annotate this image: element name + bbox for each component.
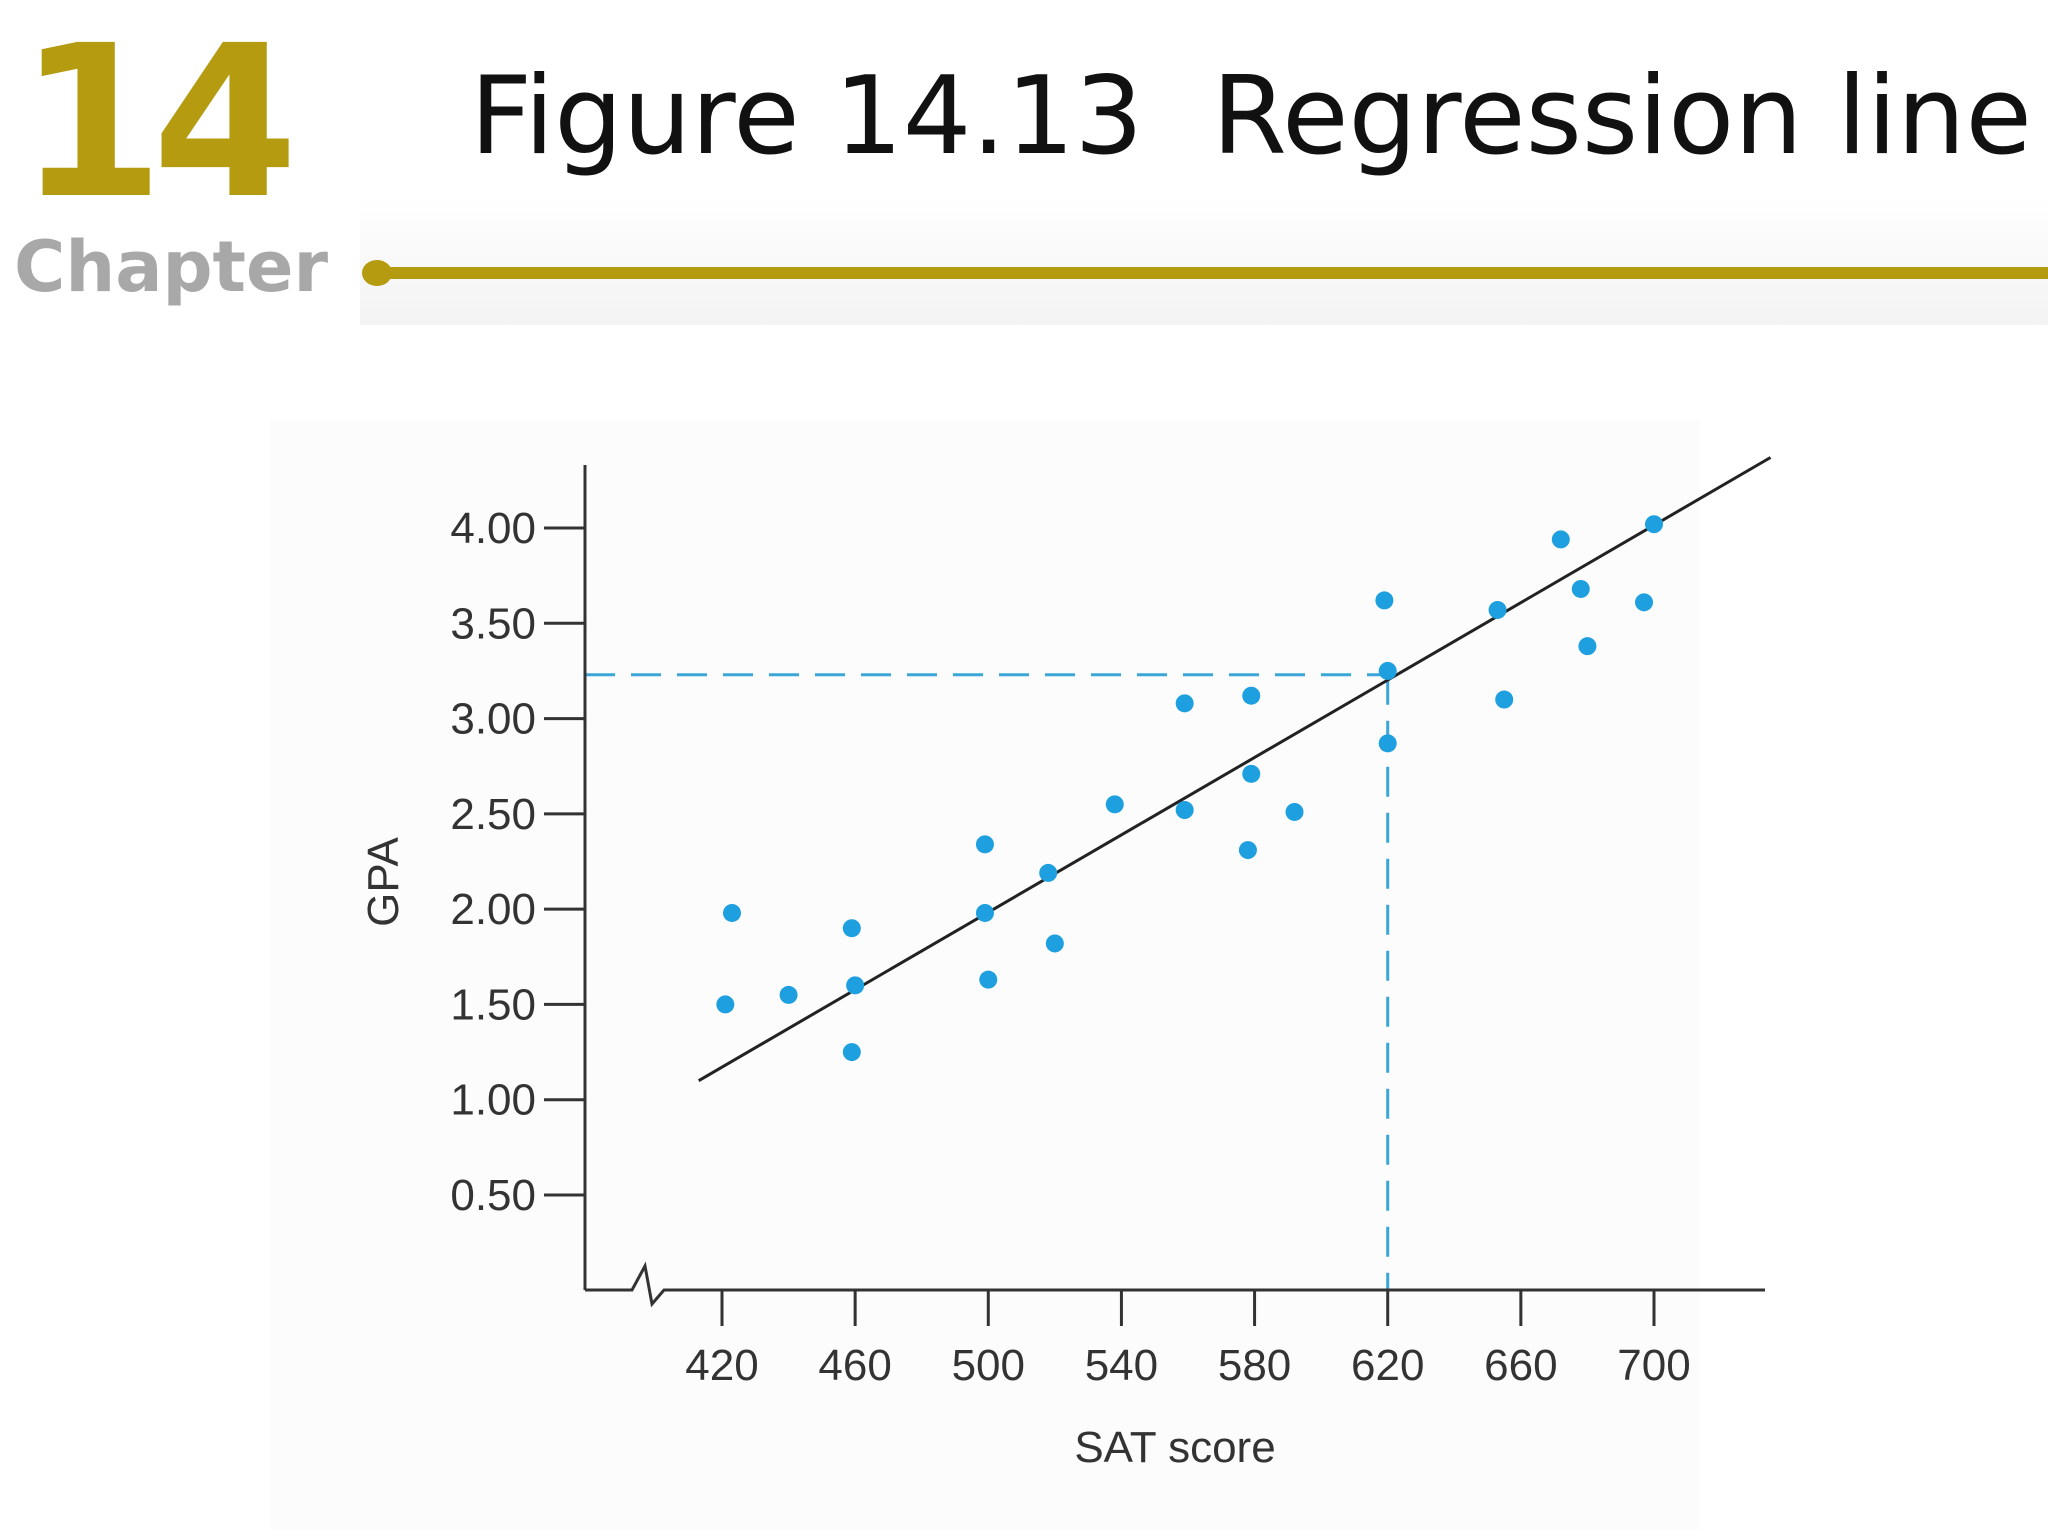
slide-title: Figure 14.13 Regression line: [470, 54, 2032, 179]
x-tick-label: 420: [685, 1341, 758, 1390]
title-rule-line: [380, 267, 2048, 279]
data-point: [1242, 686, 1261, 705]
data-point: [1045, 934, 1064, 953]
data-point: [1175, 801, 1194, 820]
data-point: [1551, 530, 1570, 549]
data-point: [1378, 734, 1397, 753]
data-point: [1375, 591, 1394, 610]
x-tick-label: 620: [1351, 1341, 1424, 1390]
data-point: [1488, 600, 1507, 619]
header-band: [360, 195, 2048, 325]
data-point: [1175, 694, 1194, 713]
x-axis-line: [585, 1261, 1765, 1308]
data-point: [1578, 637, 1597, 656]
x-axis-title: SAT score: [1074, 1423, 1275, 1472]
data-point: [846, 976, 865, 995]
data-point: [1495, 690, 1514, 709]
y-tick-label: 1.50: [450, 980, 536, 1029]
data-point: [975, 835, 994, 854]
x-tick-label: 540: [1085, 1341, 1158, 1390]
regression-line: [697, 456, 1772, 1082]
x-tick-label: 660: [1484, 1341, 1557, 1390]
x-tick-label: 580: [1218, 1341, 1291, 1390]
y-tick-label: 0.50: [450, 1171, 536, 1220]
data-point: [842, 919, 861, 938]
x-tick-label: 500: [952, 1341, 1025, 1390]
y-tick-label: 3.00: [450, 695, 536, 744]
y-axis-title: GPA: [359, 837, 408, 927]
data-point: [1039, 863, 1058, 882]
y-tick-label: 2.00: [450, 885, 536, 934]
data-point: [975, 903, 994, 922]
data-point: [1238, 841, 1257, 860]
data-point: [1378, 661, 1397, 680]
data-point: [979, 970, 998, 989]
data-point: [1635, 593, 1654, 612]
data-point: [1285, 802, 1304, 821]
data-point: [1242, 764, 1261, 783]
x-tick-label: 700: [1617, 1341, 1690, 1390]
data-point: [722, 903, 741, 922]
x-tick-label: 460: [818, 1341, 891, 1390]
data-point: [779, 985, 798, 1004]
chapter-label: Chapter: [14, 226, 329, 308]
y-tick-label: 3.50: [450, 599, 536, 648]
chapter-number: 14: [18, 0, 298, 245]
y-tick-label: 1.00: [450, 1076, 536, 1125]
data-point: [842, 1043, 861, 1062]
data-point: [1571, 579, 1590, 598]
data-point: [716, 995, 735, 1014]
data-point: [1105, 795, 1124, 814]
y-tick-label: 2.50: [450, 790, 536, 839]
data-point: [1645, 515, 1663, 534]
y-tick-label: 4.00: [450, 504, 536, 553]
